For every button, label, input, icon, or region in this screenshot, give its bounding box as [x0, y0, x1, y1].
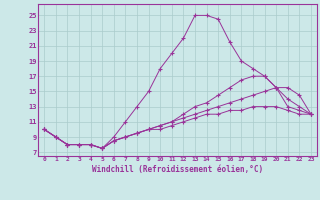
- X-axis label: Windchill (Refroidissement éolien,°C): Windchill (Refroidissement éolien,°C): [92, 165, 263, 174]
